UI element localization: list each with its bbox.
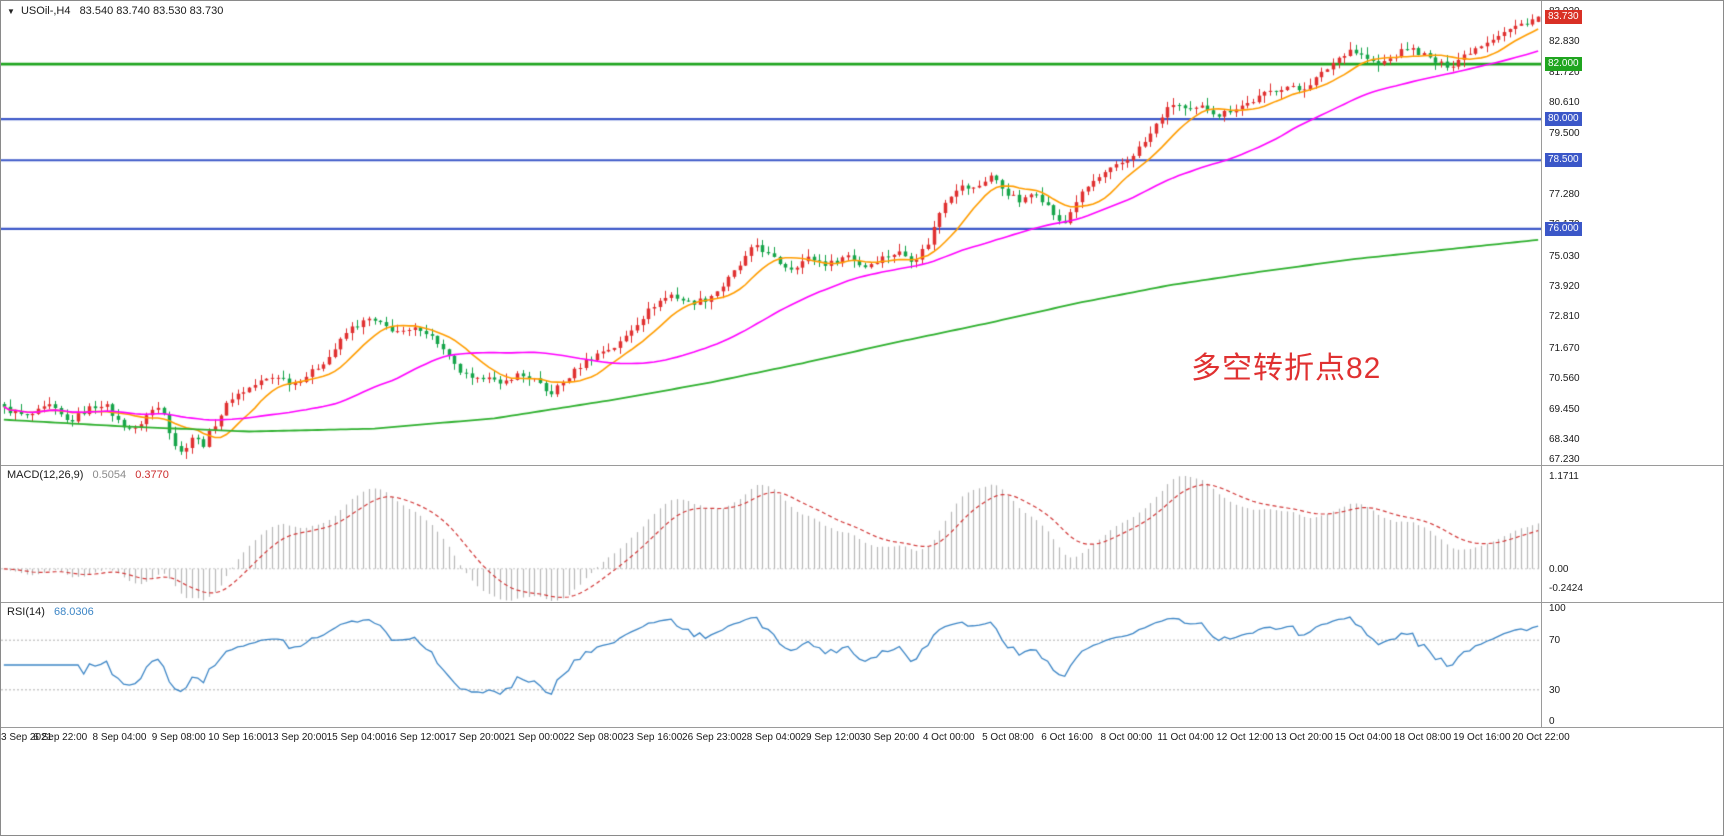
date-tick-label: 11 Oct 04:00 <box>1157 732 1214 743</box>
ohlc-values: 83.540 83.740 83.530 83.730 <box>79 5 224 17</box>
date-tick-label: 13 Oct 20:00 <box>1275 732 1333 743</box>
date-tick-label: 19 Oct 16:00 <box>1453 732 1511 743</box>
date-tick-label: 16 Sep 12:00 <box>385 732 446 743</box>
date-tick-label: 8 Oct 00:00 <box>1100 732 1153 743</box>
price-level-badge: 83.730 <box>1545 9 1582 24</box>
date-tick-label: 21 Sep 00:00 <box>504 732 564 743</box>
price-level-badge: 78.500 <box>1545 153 1582 168</box>
date-tick-label: 20 Oct 22:00 <box>1512 732 1570 743</box>
chart-title: ▼ USOil-,H4 83.540 83.740 83.530 83.730 <box>7 5 223 17</box>
axis-tick-label: 1.1711 <box>1549 471 1579 483</box>
date-tick-label: 5 Oct 08:00 <box>982 732 1034 743</box>
date-tick-label: 4 Oct 00:00 <box>922 732 975 743</box>
axis-tick-label: 80.610 <box>1549 97 1580 109</box>
date-tick-label: 30 Sep 20:00 <box>859 732 920 743</box>
panel-separator[interactable] <box>1 727 1723 728</box>
date-tick-label: 17 Sep 20:00 <box>445 732 505 743</box>
axis-tick-label: 77.280 <box>1549 188 1580 200</box>
rsi-axis[interactable]: 100 70 30 0 <box>1542 603 1723 727</box>
date-tick-label: 12 Oct 12:00 <box>1216 732 1274 743</box>
rsi-value: 68.0306 <box>53 606 94 618</box>
macd-label: MACD(12,26,9) 0.5054 0.3770 <box>7 469 169 481</box>
date-tick-label: 15 Sep 04:00 <box>326 732 387 743</box>
macd-panel: MACD(12,26,9) 0.5054 0.3770 1.1711 0.00 -0… <box>1 466 1723 602</box>
rsi-name: RSI(14) <box>7 606 45 618</box>
date-tick-label: 29 Sep 12:00 <box>800 732 860 743</box>
axis-tick-label: 82.830 <box>1549 36 1580 48</box>
rsi-label: RSI(14) 68.0306 <box>7 606 94 618</box>
rsi-panel: RSI(14) 68.0306 100 70 30 0 <box>1 603 1723 727</box>
axis-tick-label: 72.810 <box>1549 311 1580 323</box>
macd-name: MACD(12,26,9) <box>7 469 84 481</box>
macd-main-value: 0.5054 <box>92 469 127 481</box>
axis-tick-label: 30 <box>1549 684 1561 696</box>
axis-tick-label: 79.500 <box>1549 127 1580 139</box>
axis-tick-label: 69.450 <box>1549 403 1580 415</box>
date-tick-label: 18 Oct 08:00 <box>1393 732 1452 743</box>
date-tick-label: 22 Sep 08:00 <box>563 732 624 743</box>
axis-separator <box>1541 1 1542 728</box>
main-chart-canvas[interactable] <box>1 1 1541 465</box>
macd-canvas[interactable] <box>1 466 1541 602</box>
axis-tick-label: 73.920 <box>1549 280 1580 292</box>
date-tick-label: 26 Sep 23:00 <box>682 732 742 743</box>
date-tick-label: 6 Sep 22:00 <box>33 732 88 743</box>
time-axis[interactable]: 3 Sep 2021 6 Sep 22:00 8 Sep 04:00 9 Sep 08… <box>1 728 1570 748</box>
symbol-period-label: USOil-,H4 <box>20 5 71 17</box>
date-tick-label: 28 Sep 04:00 <box>741 732 801 743</box>
date-tick-label: 13 Sep 20:00 <box>267 732 327 743</box>
macd-signal-value: 0.3770 <box>135 469 169 481</box>
macd-axis[interactable]: 1.1711 0.00 -0.2424 <box>1542 466 1723 602</box>
axis-tick-label: 81.720 <box>1549 66 1580 78</box>
date-tick-label: 3 Sep 2021 <box>1 732 53 743</box>
annotation-text: 多空转折点82 <box>1191 352 1382 385</box>
date-tick-label: 9 Sep 08:00 <box>151 732 206 743</box>
main-price-axis[interactable]: 83.92082.83081.72080.61079.50078.39077.2… <box>1542 1 1723 465</box>
axis-tick-label: 70.560 <box>1549 373 1580 385</box>
axis-tick-label: 71.670 <box>1549 342 1580 354</box>
axis-tick-label: 75.030 <box>1549 250 1580 262</box>
axis-tick-label: -0.2424 <box>1549 582 1583 594</box>
axis-tick-label: 0.00 <box>1549 563 1569 575</box>
main-chart-panel: ▼ USOil-,H4 83.540 83.740 83.530 83.730 … <box>1 1 1723 465</box>
chart-dropdown-icon[interactable]: ▼ <box>7 7 15 16</box>
panel-separator[interactable] <box>1 602 1723 603</box>
date-tick-label: 15 Oct 04:00 <box>1334 732 1392 743</box>
panel-separator[interactable] <box>1 465 1723 466</box>
price-level-badge: 82.000 <box>1545 57 1582 72</box>
price-level-badge: 80.000 <box>1545 112 1582 127</box>
axis-tick-label: 67.230 <box>1549 454 1580 465</box>
axis-tick-label: 100 <box>1549 603 1566 614</box>
date-tick-label: 6 Oct 16:00 <box>1041 732 1093 743</box>
date-tick-label: 10 Sep 16:00 <box>208 732 268 743</box>
date-tick-label: 8 Sep 04:00 <box>92 732 147 743</box>
axis-tick-label: 68.340 <box>1549 434 1580 446</box>
axis-tick-label: 0 <box>1549 716 1555 727</box>
price-level-badge: 76.000 <box>1545 221 1582 236</box>
date-tick-label: 23 Sep 16:00 <box>622 732 683 743</box>
axis-tick-label: 70 <box>1549 635 1561 647</box>
rsi-canvas[interactable] <box>1 603 1541 727</box>
